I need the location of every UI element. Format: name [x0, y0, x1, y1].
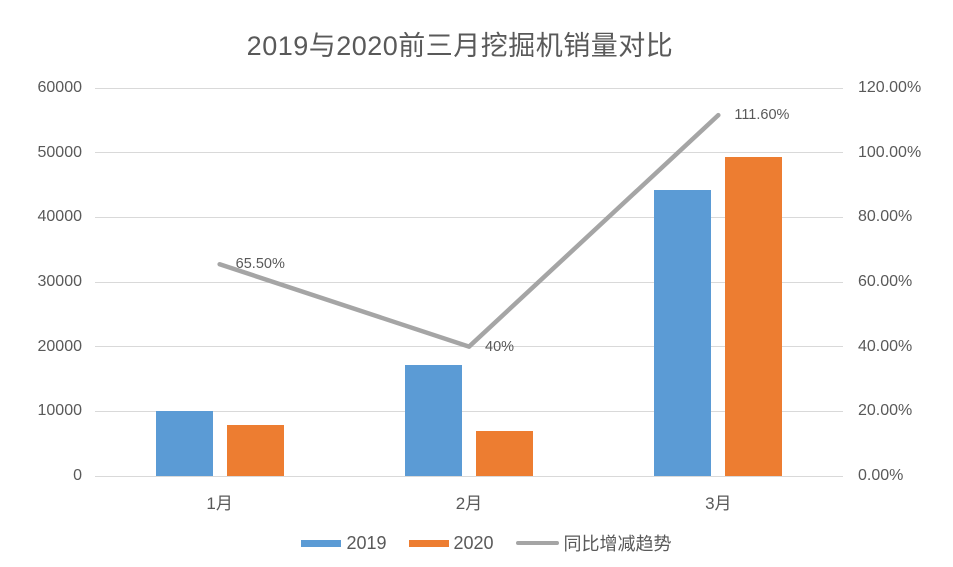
- bar-2019-3月[interactable]: [654, 189, 712, 476]
- right-axis-tick-label: 60.00%: [858, 273, 913, 290]
- right-axis-tick-label: 20.00%: [858, 402, 913, 420]
- right-axis-tick-label: 0.00%: [858, 467, 904, 484]
- trend-line[interactable]: [217, 112, 721, 349]
- legend: 2019 2020 同比增减趋势: [10, 530, 953, 556]
- gridline: [95, 152, 843, 154]
- right-axis-tick-label: 40.00%: [858, 337, 913, 355]
- legend-item-2020[interactable]: 2020: [408, 532, 494, 554]
- legend-label-2020: 2020: [453, 532, 494, 553]
- left-axis-tick-label: 0: [73, 467, 82, 484]
- bar-2020-3月[interactable]: [725, 156, 783, 476]
- x-axis-label: 3月: [705, 494, 732, 513]
- left-axis-tick-label: 60000: [37, 79, 83, 96]
- left-axis-tick-label: 40000: [37, 208, 83, 226]
- left-axis-tick-label: 20000: [37, 337, 83, 355]
- right-axis-tick-label: 80.00%: [858, 208, 913, 226]
- gridline: [95, 87, 843, 89]
- legend-item-trend[interactable]: 同比增减趋势: [515, 530, 672, 556]
- trend-point-label: 65.50%: [235, 256, 285, 273]
- gridline: [95, 410, 843, 412]
- legend-label-trend: 同比增减趋势: [563, 534, 672, 554]
- x-axis-label: 2月: [455, 494, 483, 513]
- legend-swatch-2019: [301, 539, 342, 547]
- right-axis-tick-label: 100.00%: [858, 143, 922, 161]
- right-axis-tick-label: 120.00%: [858, 79, 922, 96]
- trend-point-label: 111.60%: [734, 107, 790, 124]
- gridline: [95, 475, 843, 477]
- left-axis-tick-label: 10000: [37, 402, 83, 420]
- bar-2019-2月[interactable]: [405, 364, 462, 476]
- legend-swatch-trend-line: [515, 540, 559, 546]
- left-axis-tick-label: 50000: [37, 143, 83, 161]
- chart-title: 2019与2020前三月挖掘机销量对比: [246, 31, 674, 61]
- bar-2020-2月[interactable]: [476, 431, 533, 476]
- bar-2020-1月[interactable]: [226, 424, 284, 476]
- left-axis-tick-label: 30000: [37, 273, 83, 290]
- legend-label-2019: 2019: [346, 532, 387, 553]
- x-axis-label: 1月: [206, 494, 233, 513]
- legend-item-2019[interactable]: 2019: [301, 532, 387, 554]
- bar-2019-1月[interactable]: [155, 410, 213, 476]
- trend-point-label: 40%: [485, 338, 515, 355]
- legend-swatch-2020: [408, 539, 449, 547]
